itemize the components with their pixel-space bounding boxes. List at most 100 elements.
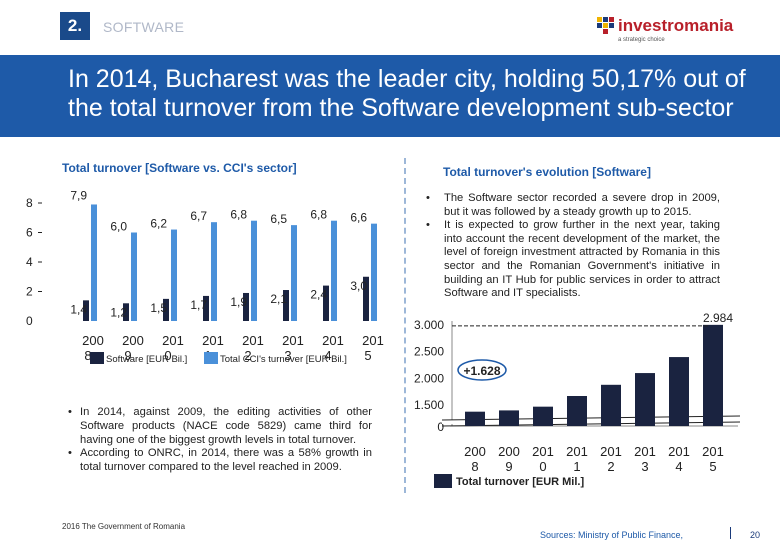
x-tick-label-line1: 201 [322, 333, 344, 348]
software-value-label: 1,2 [110, 305, 127, 319]
cci-bar [211, 222, 217, 321]
legend-label-turnover: Total turnover [EUR Mil.] [456, 476, 584, 488]
software-bar [243, 292, 249, 321]
x-tick-label-line2: 8 [84, 348, 91, 363]
logo-wordmark: investromania [618, 16, 734, 35]
y-tick-label: 1.500 [414, 398, 444, 412]
x-tick-label-line1: 201 [362, 333, 384, 348]
investromania-logo: investromania a strategic choice [596, 14, 756, 48]
software-value-label: 1,9 [230, 295, 247, 309]
x-tick-label-line1: 201 [532, 444, 554, 459]
software-bar [323, 285, 329, 321]
x-tick-label-line1: 201 [668, 444, 690, 459]
x-tick-label-line2: 0 [164, 348, 171, 363]
x-tick-label-line1: 200 [464, 444, 486, 459]
legend-swatch-turnover [434, 474, 452, 488]
software-bar [283, 290, 289, 321]
left-bullet-list: In 2014, against 2009, the editing activ… [68, 406, 372, 475]
software-value-label: 1,7 [190, 298, 207, 312]
y-tick-label: 6 [26, 226, 33, 240]
x-tick-label-line2: 4 [324, 348, 331, 363]
software-bar [163, 298, 169, 321]
cci-bar [251, 220, 257, 321]
cci-value-label: 6,2 [150, 217, 167, 231]
cci-value-label: 6,0 [110, 220, 127, 234]
turnover-bar [465, 411, 485, 426]
headline-text: In 2014, Bucharest was the leader city, … [68, 65, 746, 122]
footer-separator [730, 527, 731, 539]
software-bar [83, 300, 89, 321]
x-tick-label-line2: 1 [573, 459, 580, 474]
x-tick-label-line2: 9 [505, 459, 512, 474]
x-tick-label-line1: 200 [498, 444, 520, 459]
software-vs-cci-chart: 024681,47,920081,26,020091,56,220101,76,… [26, 188, 384, 365]
logo-mark-icon [597, 17, 614, 34]
right-bullet-1: The Software sector recorded a severe dr… [424, 192, 720, 219]
x-tick-label-line2: 8 [471, 459, 478, 474]
right-bullet-list: The Software sector recorded a severe dr… [424, 192, 720, 301]
right-bullet-2: It is expected to grow further in the ne… [424, 219, 720, 301]
x-tick-label-line2: 5 [364, 348, 371, 363]
x-tick-label-line2: 0 [539, 459, 546, 474]
cci-value-label: 6,7 [190, 209, 207, 223]
x-tick-label-line1: 201 [162, 333, 184, 348]
software-turnover-evolution-chart: 01.5002.0002.5003.0002008200920102011201… [414, 311, 741, 488]
y-tick-label: 2 [26, 285, 33, 299]
x-tick-label-line1: 201 [242, 333, 264, 348]
growth-annotation: +1.628 [463, 364, 500, 378]
x-tick-label-line2: 4 [675, 459, 682, 474]
growth-callout-bubble [457, 359, 507, 381]
x-tick-label-line1: 201 [202, 333, 224, 348]
x-tick-label-line2: 3 [641, 459, 648, 474]
legend-label-software: Software [EUR Bil.] [106, 354, 187, 365]
y-tick-label: 4 [26, 255, 33, 269]
software-bar [363, 276, 369, 321]
turnover-bar [669, 357, 689, 426]
peak-annotation: 2.984 [703, 311, 733, 325]
cci-bar [291, 225, 297, 321]
axis-break-line-lower [441, 421, 741, 427]
turnover-bar [703, 324, 723, 426]
software-value-label: 1,5 [150, 301, 167, 315]
cci-bar [371, 223, 377, 321]
software-value-label: 3,0 [350, 279, 367, 293]
x-tick-label-line1: 200 [122, 333, 144, 348]
y-tick-label: 0 [437, 420, 444, 434]
software-value-label: 2,1 [270, 292, 287, 306]
y-tick-label: 2.000 [414, 371, 444, 385]
left-bullet-2: According to ONRC, in 2014, there was a … [68, 447, 372, 475]
turnover-bar [533, 406, 553, 426]
y-tick-label: 3.000 [414, 318, 444, 332]
legend-label-cci: Total CCI's turnover [EUR Bil.] [220, 354, 347, 365]
x-tick-label-line2: 2 [244, 348, 251, 363]
x-tick-label-line2: 3 [284, 348, 291, 363]
software-value-label: 2,4 [310, 288, 327, 302]
right-chart-title: Total turnover's evolution [Software] [443, 165, 651, 179]
cci-bar [171, 229, 177, 321]
cci-value-label: 6,5 [270, 212, 287, 226]
turnover-bar [601, 384, 621, 426]
legend-swatch-cci [204, 352, 218, 364]
software-bar [203, 295, 209, 321]
cci-bar [91, 204, 97, 321]
cci-value-label: 6,8 [310, 208, 327, 222]
cci-value-label: 7,9 [70, 188, 87, 202]
y-tick-label: 8 [26, 196, 33, 210]
x-tick-label-line2: 5 [709, 459, 716, 474]
x-tick-label-line1: 201 [634, 444, 656, 459]
cci-value-label: 6,6 [350, 211, 367, 225]
left-bullet-1: In 2014, against 2009, the editing activ… [68, 406, 372, 447]
cci-value-label: 6,8 [230, 208, 247, 222]
x-tick-label-line1: 201 [600, 444, 622, 459]
x-tick-label-line1: 201 [282, 333, 304, 348]
footer-sources: Sources: Ministry of Public Finance, [540, 530, 684, 540]
headline-banner: In 2014, Bucharest was the leader city, … [0, 55, 780, 137]
x-tick-label-line2: 9 [124, 348, 131, 363]
axis-break-line-upper [441, 415, 741, 421]
logo-tagline: a strategic choice [618, 37, 665, 43]
software-bar [123, 303, 129, 321]
footer-copyright: 2016 The Government of Romania [62, 522, 186, 531]
cci-bar [331, 220, 337, 321]
section-number: 2. [60, 12, 90, 40]
software-value-label: 1,4 [70, 302, 87, 316]
